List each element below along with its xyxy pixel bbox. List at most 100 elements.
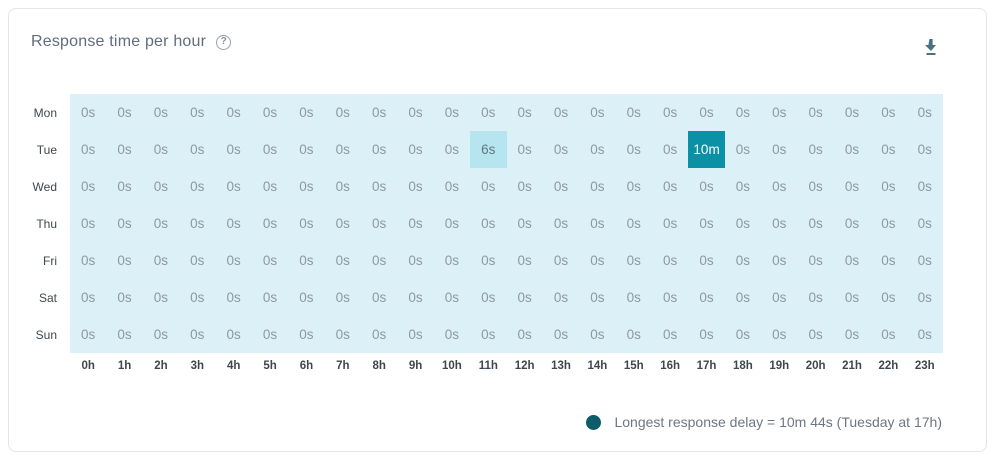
heatmap-cell[interactable]: 0s [833, 205, 871, 242]
heatmap-cell[interactable]: 0s [70, 131, 107, 168]
heatmap-cell[interactable]: 0s [542, 131, 580, 168]
heatmap-cell[interactable]: 0s [652, 131, 689, 168]
heatmap-cell[interactable]: 0s [906, 279, 943, 316]
heatmap-cell[interactable]: 0s [652, 205, 689, 242]
heatmap-cell[interactable]: 10m [688, 131, 725, 168]
heatmap-cell[interactable]: 0s [761, 279, 798, 316]
heatmap-cell[interactable]: 0s [142, 316, 180, 353]
heatmap-cell[interactable]: 0s [579, 242, 616, 279]
heatmap-cell[interactable]: 0s [397, 94, 434, 131]
heatmap-cell[interactable]: 0s [506, 242, 543, 279]
heatmap-cell[interactable]: 0s [397, 131, 434, 168]
heatmap-cell[interactable]: 0s [251, 242, 289, 279]
heatmap-cell[interactable]: 0s [288, 168, 325, 205]
heatmap-cell[interactable]: 0s [906, 168, 943, 205]
heatmap-cell[interactable]: 0s [215, 94, 252, 131]
heatmap-cell[interactable]: 0s [106, 316, 143, 353]
heatmap-cell[interactable]: 0s [470, 94, 507, 131]
heatmap-cell[interactable]: 0s [870, 316, 907, 353]
heatmap-cell[interactable]: 0s [506, 131, 543, 168]
heatmap-cell[interactable]: 0s [542, 205, 580, 242]
heatmap-cell[interactable]: 0s [506, 168, 543, 205]
heatmap-cell[interactable]: 0s [251, 94, 289, 131]
heatmap-cell[interactable]: 0s [397, 205, 434, 242]
heatmap-cell[interactable]: 0s [179, 316, 216, 353]
heatmap-cell[interactable]: 0s [870, 205, 907, 242]
heatmap-cell[interactable]: 0s [106, 279, 143, 316]
heatmap-cell[interactable]: 0s [361, 242, 398, 279]
heatmap-cell[interactable]: 0s [433, 279, 471, 316]
heatmap-cell[interactable]: 0s [288, 94, 325, 131]
heatmap-cell[interactable]: 0s [797, 168, 834, 205]
heatmap-cell[interactable]: 0s [251, 279, 289, 316]
heatmap-cell[interactable]: 0s [870, 242, 907, 279]
heatmap-cell[interactable]: 0s [688, 279, 725, 316]
heatmap-cell[interactable]: 0s [470, 279, 507, 316]
heatmap-cell[interactable]: 0s [724, 316, 762, 353]
heatmap-cell[interactable]: 0s [652, 279, 689, 316]
heatmap-cell[interactable]: 0s [70, 316, 107, 353]
heatmap-cell[interactable]: 0s [833, 131, 871, 168]
heatmap-cell[interactable]: 0s [797, 131, 834, 168]
heatmap-cell[interactable]: 0s [70, 94, 107, 131]
heatmap-cell[interactable]: 0s [179, 168, 216, 205]
heatmap-cell[interactable]: 0s [688, 316, 725, 353]
heatmap-cell[interactable]: 0s [724, 168, 762, 205]
heatmap-cell[interactable]: 0s [797, 242, 834, 279]
heatmap-cell[interactable]: 0s [324, 205, 361, 242]
heatmap-cell[interactable]: 0s [724, 131, 762, 168]
heatmap-cell[interactable]: 0s [106, 205, 143, 242]
heatmap-cell[interactable]: 0s [215, 316, 252, 353]
heatmap-cell[interactable]: 0s [70, 242, 107, 279]
heatmap-cell[interactable]: 0s [470, 242, 507, 279]
heatmap-cell[interactable]: 0s [506, 316, 543, 353]
heatmap-cell[interactable]: 0s [324, 131, 361, 168]
heatmap-cell[interactable]: 0s [251, 131, 289, 168]
heatmap-cell[interactable]: 0s [833, 279, 871, 316]
heatmap-cell[interactable]: 0s [906, 316, 943, 353]
heatmap-cell[interactable]: 0s [797, 279, 834, 316]
heatmap-cell[interactable]: 0s [615, 205, 652, 242]
heatmap-cell[interactable]: 0s [797, 316, 834, 353]
heatmap-cell[interactable]: 0s [397, 168, 434, 205]
heatmap-cell[interactable]: 0s [652, 168, 689, 205]
heatmap-cell[interactable]: 0s [579, 131, 616, 168]
heatmap-cell[interactable]: 0s [142, 242, 180, 279]
heatmap-cell[interactable]: 0s [70, 205, 107, 242]
heatmap-cell[interactable]: 0s [433, 242, 471, 279]
heatmap-cell[interactable]: 0s [615, 242, 652, 279]
heatmap-cell[interactable]: 0s [361, 94, 398, 131]
heatmap-cell[interactable]: 0s [142, 205, 180, 242]
download-button[interactable] [920, 35, 942, 58]
heatmap-cell[interactable]: 0s [288, 242, 325, 279]
heatmap-cell[interactable]: 0s [652, 94, 689, 131]
heatmap-cell[interactable]: 0s [579, 316, 616, 353]
heatmap-cell[interactable]: 0s [361, 168, 398, 205]
heatmap-cell[interactable]: 6s [470, 131, 507, 168]
heatmap-cell[interactable]: 0s [615, 168, 652, 205]
heatmap-cell[interactable]: 0s [797, 94, 834, 131]
heatmap-cell[interactable]: 0s [288, 279, 325, 316]
heatmap-cell[interactable]: 0s [324, 94, 361, 131]
heatmap-cell[interactable]: 0s [324, 316, 361, 353]
heatmap-cell[interactable]: 0s [361, 131, 398, 168]
heatmap-cell[interactable]: 0s [397, 279, 434, 316]
heatmap-cell[interactable]: 0s [215, 242, 252, 279]
heatmap-cell[interactable]: 0s [615, 131, 652, 168]
heatmap-cell[interactable]: 0s [542, 168, 580, 205]
heatmap-cell[interactable]: 0s [288, 131, 325, 168]
heatmap-cell[interactable]: 0s [433, 94, 471, 131]
heatmap-cell[interactable]: 0s [361, 316, 398, 353]
heatmap-cell[interactable]: 0s [179, 94, 216, 131]
heatmap-cell[interactable]: 0s [688, 168, 725, 205]
heatmap-cell[interactable]: 0s [179, 131, 216, 168]
heatmap-cell[interactable]: 0s [142, 94, 180, 131]
heatmap-cell[interactable]: 0s [288, 205, 325, 242]
heatmap-cell[interactable]: 0s [724, 242, 762, 279]
heatmap-cell[interactable]: 0s [724, 94, 762, 131]
heatmap-cell[interactable]: 0s [833, 94, 871, 131]
heatmap-cell[interactable]: 0s [870, 94, 907, 131]
heatmap-cell[interactable]: 0s [652, 316, 689, 353]
heatmap-cell[interactable]: 0s [906, 242, 943, 279]
heatmap-cell[interactable]: 0s [797, 205, 834, 242]
